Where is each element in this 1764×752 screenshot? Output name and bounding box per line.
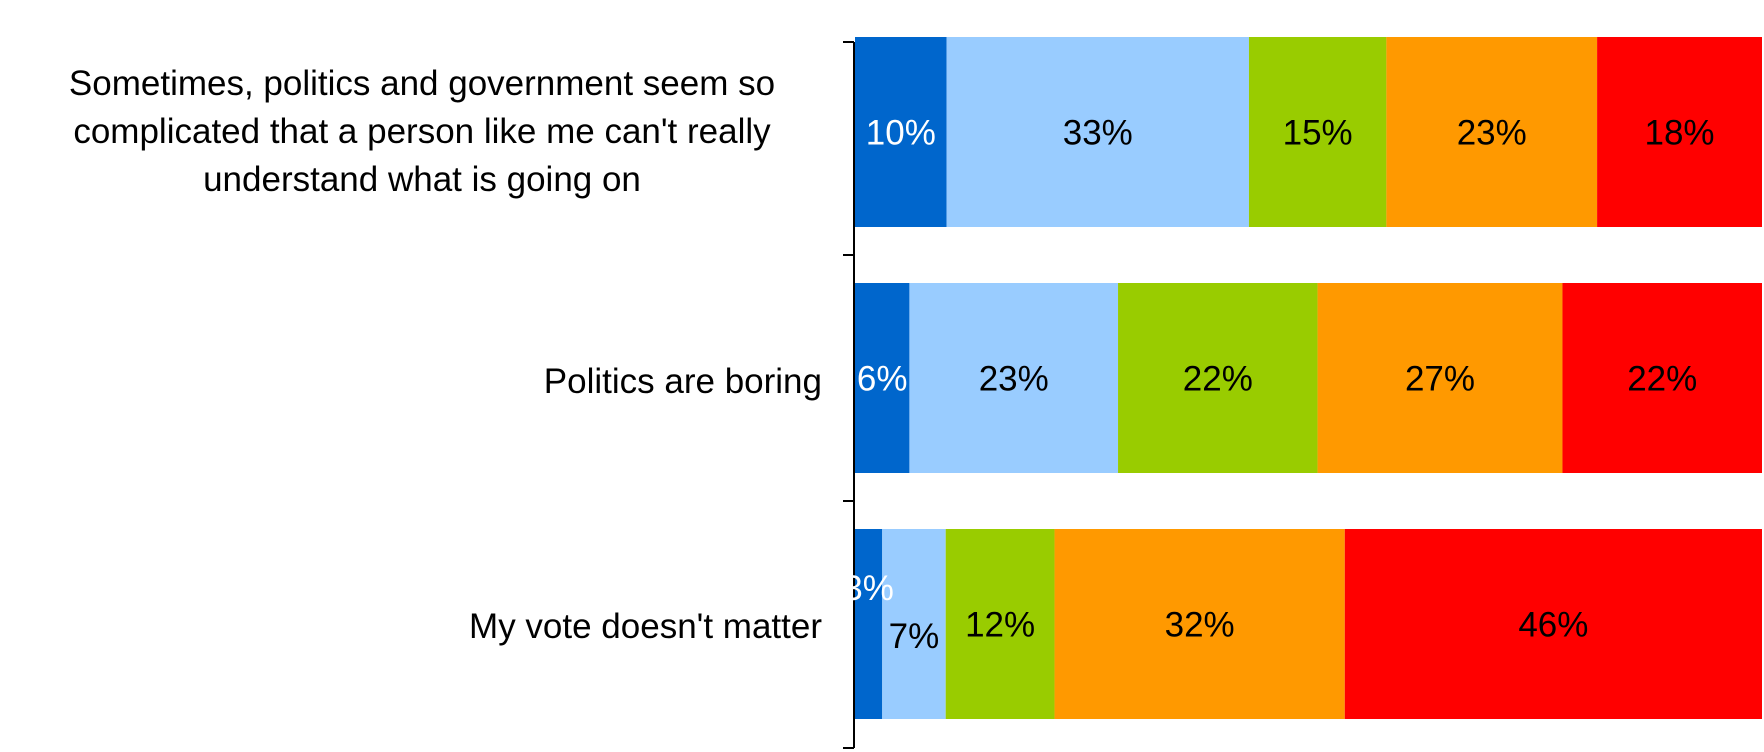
bar-segment xyxy=(1248,37,1387,227)
data-label: 33% xyxy=(1063,113,1133,152)
data-label: 3% xyxy=(843,569,894,608)
bar-segment xyxy=(855,529,883,719)
bar-segment xyxy=(855,37,947,227)
bar-segment xyxy=(1386,37,1598,227)
category-label-boring: Politics are boring xyxy=(543,362,822,401)
data-label: 23% xyxy=(1457,113,1527,152)
bar-segment xyxy=(946,37,1249,227)
data-label: 27% xyxy=(1405,359,1475,398)
data-label: 23% xyxy=(979,359,1049,398)
bar-segment xyxy=(1562,283,1762,473)
data-label: 32% xyxy=(1165,605,1235,644)
data-label: 22% xyxy=(1627,359,1697,398)
data-label: 12% xyxy=(965,605,1035,644)
bar-segment xyxy=(855,283,910,473)
bar-segment xyxy=(1317,283,1563,473)
data-label: 6% xyxy=(857,359,908,398)
bar-segment xyxy=(945,529,1055,719)
data-label: 7% xyxy=(889,617,940,656)
bar-segment xyxy=(1054,529,1345,719)
bar-segment xyxy=(1597,37,1762,227)
category-label-vote: My vote doesn't matter xyxy=(469,607,822,646)
bar-segment xyxy=(1118,283,1318,473)
bar-segment xyxy=(882,529,946,719)
data-label: 46% xyxy=(1518,605,1588,644)
data-label: 22% xyxy=(1183,359,1253,398)
bar-segment xyxy=(909,283,1119,473)
data-label: 18% xyxy=(1645,113,1715,152)
data-label: 15% xyxy=(1283,113,1353,152)
bar-segment xyxy=(1344,529,1762,719)
data-label: 10% xyxy=(866,113,936,152)
category-label-complicated: Sometimes, politics and government seem … xyxy=(68,64,776,199)
